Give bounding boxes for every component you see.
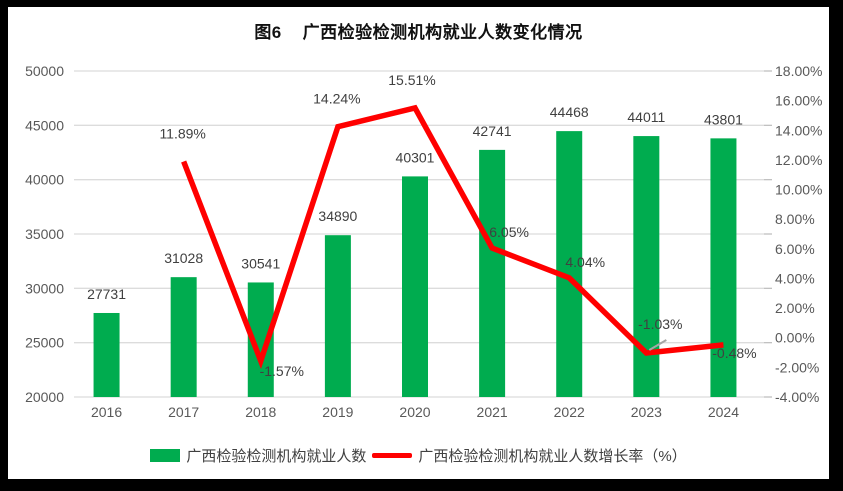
label-leader-line: [648, 339, 667, 351]
bar: [710, 138, 737, 397]
bar: [633, 136, 660, 398]
growth-rate-line: [181, 104, 724, 370]
left-axis-tick-label: 50000: [25, 63, 64, 79]
bar-data-label: 40301: [396, 149, 435, 165]
right-axis-tick-label: 12.00%: [775, 152, 822, 168]
bar-series-swatch: [150, 449, 181, 462]
x-axis-category-label: 2020: [399, 404, 430, 420]
right-axis-tick-label: 18.00%: [775, 63, 822, 79]
right-axis-tick-label: 0.00%: [775, 330, 815, 346]
x-axis-category-label: 2024: [708, 404, 739, 420]
right-axis-tick-label: 8.00%: [775, 211, 815, 227]
left-axis-tick-label: 20000: [25, 389, 64, 405]
right-axis-tick-label: -4.00%: [775, 389, 819, 405]
bar: [479, 149, 506, 397]
bar-data-label: 31028: [164, 250, 203, 266]
line-data-label: 11.89%: [159, 126, 205, 142]
legend-item-growth-rate: 广西检验检测机构就业人数增长率（%）: [372, 445, 687, 466]
legend: 广西检验检测机构就业人数 广西检验检测机构就业人数增长率（%）: [8, 445, 829, 466]
x-axis-category-label: 2022: [554, 404, 585, 420]
right-axis-tick-label: 4.00%: [775, 270, 815, 286]
left-axis-tick-label: 30000: [25, 280, 64, 296]
bar-data-label: 34890: [318, 208, 357, 224]
bar: [324, 235, 351, 397]
right-axis-tick-label: 10.00%: [775, 182, 822, 198]
bar-data-label: 27731: [87, 286, 126, 302]
bar-data-label: 43801: [704, 111, 743, 127]
x-axis-category-label: 2018: [245, 404, 276, 420]
bar-data-label: 30541: [241, 255, 280, 271]
legend-label-employment: 广西检验检测机构就业人数: [186, 448, 367, 465]
x-axis-category-label: 2017: [168, 404, 199, 420]
left-axis-tick-label: 45000: [25, 117, 64, 133]
right-axis-tick-label: -2.00%: [775, 359, 819, 375]
bar: [93, 312, 120, 397]
line-data-label: -1.57%: [260, 363, 304, 379]
bar-data-label: 44468: [550, 104, 589, 120]
x-axis-category-label: 2016: [91, 404, 122, 420]
chart-canvas: 50000 45000 40000 35000 30000 25000 20000 18.00…: [25, 63, 822, 420]
right-axis-tick-label: 2.00%: [775, 300, 815, 316]
left-axis-tick-label: 35000: [25, 226, 64, 242]
left-axis-tick-label: 40000: [25, 172, 64, 188]
legend-label-growth-rate: 广西检验检测机构就业人数增长率（%）: [418, 448, 687, 465]
bar: [170, 277, 197, 397]
line-data-label: 14.24%: [313, 91, 360, 107]
line-series-swatch: [372, 453, 413, 458]
bar-data-label: 42741: [473, 123, 512, 139]
line-data-label: 15.51%: [388, 72, 435, 88]
right-axis-tick-label: 16.00%: [775, 93, 822, 109]
x-axis-category-label: 2021: [477, 404, 508, 420]
line-data-label: -1.03%: [638, 316, 682, 332]
left-axis-tick-label: 25000: [25, 335, 64, 351]
x-axis-category-label: 2019: [322, 404, 353, 420]
chart-title: 图6 广西检验检测机构就业人数变化情况: [254, 23, 583, 42]
bar: [402, 176, 428, 397]
right-axis-tick-label: 6.00%: [775, 241, 815, 257]
bar-data-label: 44011: [627, 109, 665, 125]
line-data-label: -0.48%: [712, 345, 756, 361]
right-axis-tick-label: 14.00%: [775, 122, 822, 138]
line-data-label: 4.04%: [565, 254, 605, 270]
bar: [556, 131, 583, 397]
x-axis-category-label: 2023: [631, 404, 662, 420]
line-data-label: 6.05%: [489, 224, 529, 240]
legend-item-employment: 广西检验检测机构就业人数: [150, 445, 366, 466]
